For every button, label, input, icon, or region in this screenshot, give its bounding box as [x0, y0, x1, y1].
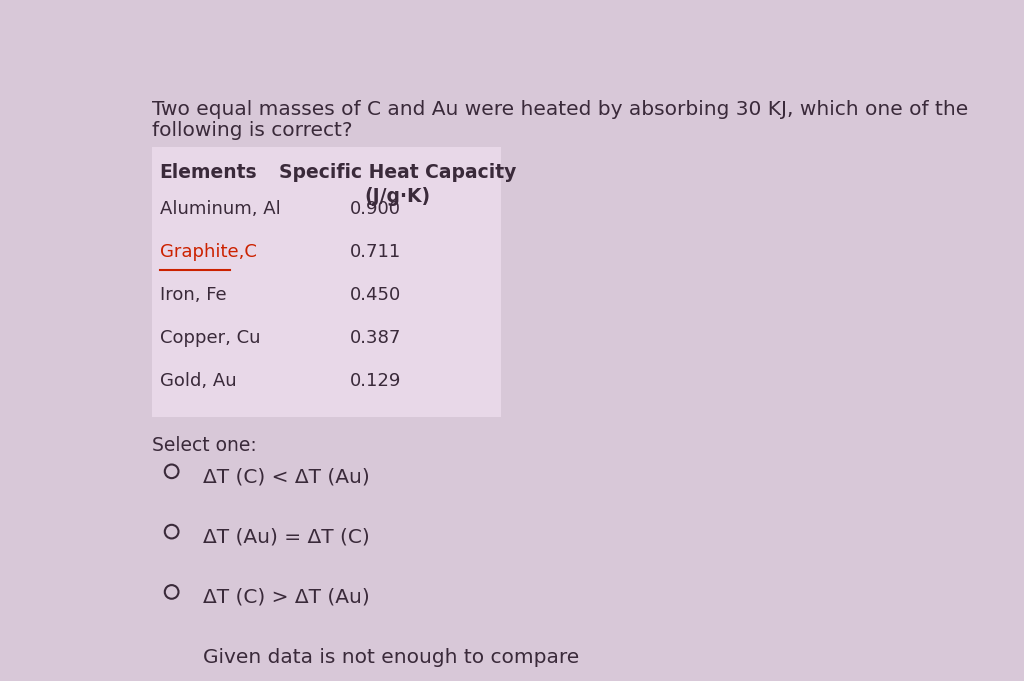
Text: Select one:: Select one: [152, 436, 257, 455]
Text: Two equal masses of C and Au were heated by absorbing 30 KJ, which one of the: Two equal masses of C and Au were heated… [152, 100, 968, 119]
Text: Iron, Fe: Iron, Fe [160, 286, 226, 304]
FancyBboxPatch shape [152, 147, 501, 417]
Text: Aluminum, Al: Aluminum, Al [160, 200, 281, 218]
Text: Copper, Cu: Copper, Cu [160, 329, 260, 347]
Text: ΔT (Au) = ΔT (C): ΔT (Au) = ΔT (C) [204, 527, 370, 546]
Text: Specific Heat Capacity: Specific Heat Capacity [280, 163, 516, 182]
Text: 0.711: 0.711 [350, 242, 401, 261]
Text: Gold, Au: Gold, Au [160, 372, 237, 390]
Text: 0.900: 0.900 [350, 200, 401, 218]
Text: Elements: Elements [160, 163, 257, 182]
Text: 0.450: 0.450 [350, 286, 401, 304]
Text: Given data is not enough to compare: Given data is not enough to compare [204, 648, 580, 667]
Text: ΔT (C) < ΔT (Au): ΔT (C) < ΔT (Au) [204, 467, 370, 486]
Text: 0.129: 0.129 [350, 372, 401, 390]
Text: 0.387: 0.387 [350, 329, 401, 347]
Text: (J/g·K): (J/g·K) [365, 187, 431, 206]
Text: ΔT (C) > ΔT (Au): ΔT (C) > ΔT (Au) [204, 588, 370, 607]
Text: following is correct?: following is correct? [152, 121, 352, 140]
Text: Graphite,C: Graphite,C [160, 242, 257, 261]
